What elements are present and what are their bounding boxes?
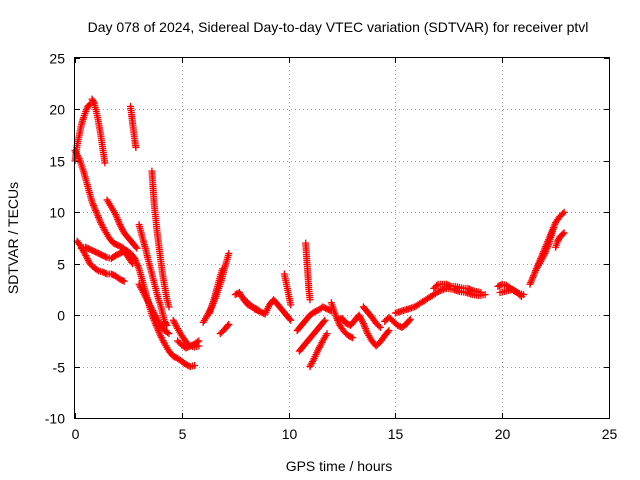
- y-tick-label: 5: [57, 257, 65, 273]
- data-point-arc2: [86, 100, 94, 108]
- data-point-arc32: [549, 224, 557, 232]
- data-point-arc31: [560, 208, 568, 216]
- y-tick-label: -5: [53, 360, 66, 376]
- data-point-arc7: [132, 143, 140, 151]
- data-point-arc24: [359, 318, 367, 326]
- data-point-arc30: [516, 291, 524, 299]
- data-point-arc27: [481, 291, 489, 299]
- data-point-arc28: [477, 289, 485, 297]
- data-point-arc5: [128, 258, 136, 266]
- data-point-arc4: [93, 266, 101, 274]
- data-point-arc15: [224, 322, 232, 330]
- chart-title: Day 078 of 2024, Sidereal Day-to-day VTE…: [88, 19, 589, 35]
- data-point-arc16: [287, 316, 295, 324]
- data-point-arc6: [132, 243, 140, 251]
- data-point-arc24: [384, 328, 392, 336]
- data-point-arc25: [375, 322, 383, 330]
- data-point-arc23: [347, 333, 355, 341]
- data-point-arc28: [467, 286, 475, 294]
- data-point-arc12: [195, 337, 203, 345]
- data-point-arc27: [435, 287, 443, 295]
- data-point-arc28: [446, 282, 454, 290]
- y-tick-label: 15: [49, 154, 65, 170]
- grid: [75, 58, 609, 418]
- y-axis-label: SDTVAR / TECUs: [5, 182, 21, 294]
- data-point-arc3: [101, 159, 109, 167]
- data-point-arc26: [406, 315, 414, 323]
- y-tick-label: 0: [57, 308, 65, 324]
- data-points: [71, 95, 568, 371]
- data-point-arc5: [129, 260, 137, 268]
- data-point-arc22: [323, 330, 331, 338]
- data-point-arc21: [321, 316, 329, 324]
- y-tick-label: -10: [45, 411, 65, 427]
- data-point-arc9: [164, 329, 172, 337]
- data-point-arc17: [255, 307, 263, 315]
- x-tick-label: 20: [495, 426, 511, 442]
- x-tick-label: 15: [388, 426, 404, 442]
- data-point-arc19: [306, 296, 314, 304]
- data-point-arc2: [85, 101, 93, 109]
- data-point-arc13: [225, 249, 233, 257]
- data-point-arc16: [286, 315, 294, 323]
- plot-frame: [74, 57, 610, 419]
- data-point-arc8: [163, 321, 171, 329]
- data-point-arc25: [376, 323, 384, 331]
- data-point-arc26: [405, 317, 413, 325]
- data-point-arc32: [540, 251, 548, 259]
- data-point-arc18: [287, 301, 295, 309]
- data-point-arc33: [560, 229, 568, 237]
- data-point-arc4: [102, 269, 110, 277]
- data-point-arc21: [320, 318, 328, 326]
- data-point-arc15: [225, 320, 233, 328]
- axis-ticks: 0 5 10 15 20 25 -10 -5 0 5 10 15 20 25: [45, 51, 618, 443]
- data-point-arc17: [253, 306, 261, 314]
- data-point-arc9: [165, 330, 173, 338]
- data-point-arc4: [119, 277, 127, 285]
- y-tick-label: 10: [49, 205, 65, 221]
- data-point-arc23: [349, 334, 357, 342]
- data-point-arc3: [90, 98, 98, 106]
- x-tick-label: 25: [602, 426, 618, 442]
- data-point-arc14: [218, 265, 226, 273]
- data-point-arc4: [120, 277, 128, 285]
- data-point-arc5: [102, 253, 110, 261]
- data-point-arc30: [517, 293, 525, 301]
- data-point-arc10: [165, 303, 173, 311]
- data-point-arc12: [193, 338, 201, 346]
- y-tick-label: 25: [49, 51, 65, 67]
- x-tick-label: 5: [179, 426, 187, 442]
- x-tick-label: 10: [282, 426, 298, 442]
- data-point-arc6: [133, 244, 141, 252]
- y-tick-label: 20: [49, 102, 65, 118]
- x-axis-label: GPS time / hours: [286, 458, 393, 474]
- x-tick-label: 0: [72, 426, 80, 442]
- data-point-arc1: [191, 362, 199, 370]
- data-point-arc33: [559, 230, 567, 238]
- data-point-arc31: [559, 210, 567, 218]
- data-point-arc28: [433, 282, 441, 290]
- data-point-arc24: [385, 327, 393, 335]
- data-point-arc8: [162, 320, 170, 328]
